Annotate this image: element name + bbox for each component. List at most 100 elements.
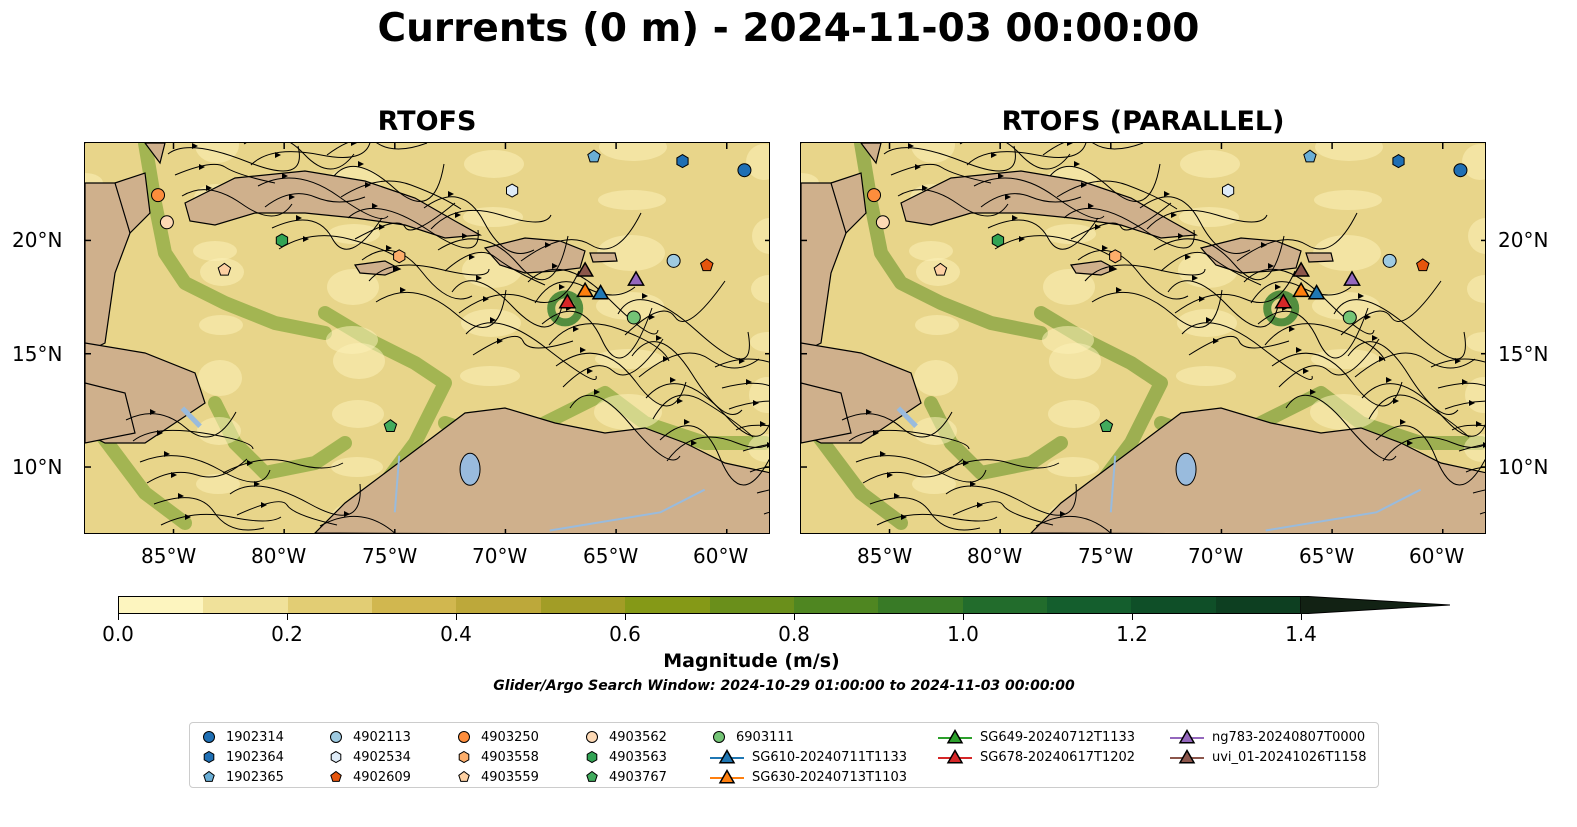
- streamline: [174, 163, 276, 184]
- colorbar-segment: [793, 597, 879, 613]
- streamline-arrow: [351, 143, 357, 146]
- legend-item: 4902113: [327, 728, 411, 746]
- streamline: [423, 196, 535, 254]
- current-band: [854, 143, 1048, 340]
- streamline-arrow: [206, 185, 212, 191]
- streamline-arrow: [1109, 266, 1115, 272]
- colorbar-segment: [456, 597, 541, 613]
- streamline: [987, 217, 1099, 250]
- streamline: [973, 177, 1105, 219]
- streamline: [1444, 400, 1485, 410]
- legend-marker-triangle-icon: [1170, 748, 1204, 764]
- colorbar-extend-arrow: [1300, 596, 1450, 614]
- obs-marker-4903559: [933, 262, 948, 276]
- legend-item: 4903562: [583, 728, 667, 746]
- river: [549, 488, 706, 532]
- streamline-arrow: [587, 368, 593, 374]
- landmass: [1069, 260, 1118, 276]
- streamline-arrow: [1171, 212, 1177, 218]
- legend-label: 1902364: [226, 749, 284, 765]
- lat-tick-label: 15°N: [1498, 342, 1549, 366]
- colorbar-segment: [709, 597, 794, 613]
- streamline-arrow: [998, 173, 1004, 179]
- legend-label: SG649-20240712T1133: [980, 729, 1136, 745]
- streamline-arrow: [386, 245, 392, 251]
- low-speed-patch: [914, 360, 958, 396]
- landmass: [1030, 407, 1485, 533]
- lon-tick-label: 65°W: [583, 544, 639, 568]
- streamline: [1091, 289, 1223, 328]
- streamline-arrow: [1310, 389, 1316, 395]
- streamline: [638, 352, 760, 378]
- streamline-arrow: [1462, 379, 1468, 385]
- low-speed-patch: [1464, 434, 1485, 462]
- colorbar-segment: [962, 597, 1047, 613]
- streamline: [624, 280, 726, 336]
- streamline: [271, 217, 383, 250]
- streamline: [659, 425, 769, 486]
- streamline: [883, 145, 1016, 172]
- streamline-arrow: [1081, 182, 1087, 188]
- low-speed-patch: [1048, 400, 1100, 428]
- streamline-arrow: [880, 451, 886, 457]
- streamline-arrow: [656, 335, 662, 341]
- colorbar-tick-label: 1.4: [1285, 622, 1317, 646]
- streamline-arrow: [873, 430, 879, 436]
- streamline: [278, 235, 400, 260]
- streamline: [848, 429, 970, 450]
- streamline-arrow: [887, 472, 893, 478]
- streamline-arrow: [760, 421, 766, 427]
- streamline-arrow: [963, 460, 969, 466]
- streamline-arrow: [497, 338, 503, 344]
- low-speed-patch: [196, 474, 240, 494]
- streamline-arrow: [1178, 233, 1184, 239]
- streamline: [430, 209, 552, 230]
- streamline-arrow: [1088, 203, 1094, 209]
- legend-item: 1902364: [200, 748, 284, 766]
- streamline-arrow: [476, 275, 482, 281]
- low-speed-patch: [1314, 190, 1382, 210]
- streamline-arrow: [670, 377, 676, 383]
- obs-marker-sg678-20240617t1202: [558, 293, 577, 309]
- streamline: [1430, 358, 1485, 368]
- streamline-arrow: [642, 293, 648, 299]
- streamline: [1153, 235, 1285, 281]
- legend-marker-triangle-icon: [710, 748, 744, 764]
- low-speed-patch: [1047, 457, 1099, 477]
- lat-tick-label: 10°N: [12, 455, 63, 479]
- low-speed-patch: [912, 474, 956, 494]
- streamline: [548, 323, 670, 362]
- streamline: [458, 270, 580, 314]
- streamline: [1056, 180, 1178, 210]
- colorbar-segment: [203, 597, 288, 613]
- streamline-arrow: [894, 493, 900, 499]
- colorbar-tick-label: 0.0: [102, 622, 134, 646]
- streamline: [966, 143, 1087, 166]
- streamline: [1070, 202, 1172, 240]
- legend-marker: [718, 768, 736, 784]
- streamline: [222, 459, 344, 474]
- legend-marker: [458, 770, 470, 782]
- streamline: [897, 189, 1009, 217]
- obs-marker-ng783-20240807t0000: [627, 270, 645, 286]
- legend-marker-hexagon-icon: [203, 750, 215, 764]
- legend-marker-hexagon-icon: [458, 750, 470, 764]
- streamline: [361, 250, 473, 300]
- streamline-arrow: [1185, 254, 1191, 260]
- streamline: [1285, 394, 1397, 461]
- legend-marker-circle-icon: [713, 731, 725, 743]
- obs-marker-sg610-20240711t1133: [591, 283, 610, 300]
- lon-tick-label: 85°W: [141, 544, 197, 568]
- streamline: [319, 515, 396, 533]
- colorbar-tick-label: 1.2: [1116, 622, 1148, 646]
- obs-marker-4903558: [393, 249, 406, 264]
- low-speed-patch: [1467, 275, 1485, 303]
- legend-marker-triangle-icon: [938, 748, 972, 764]
- legend-marker: [946, 748, 964, 764]
- panel-title-rtofs-parallel: RTOFS (PARALLEL): [1001, 106, 1285, 137]
- legend-item: 1902365: [200, 768, 284, 786]
- streamline-arrow: [344, 511, 350, 517]
- streamline: [1278, 338, 1380, 388]
- obs-marker-4903562: [159, 215, 174, 230]
- streamline-arrow: [1116, 287, 1122, 293]
